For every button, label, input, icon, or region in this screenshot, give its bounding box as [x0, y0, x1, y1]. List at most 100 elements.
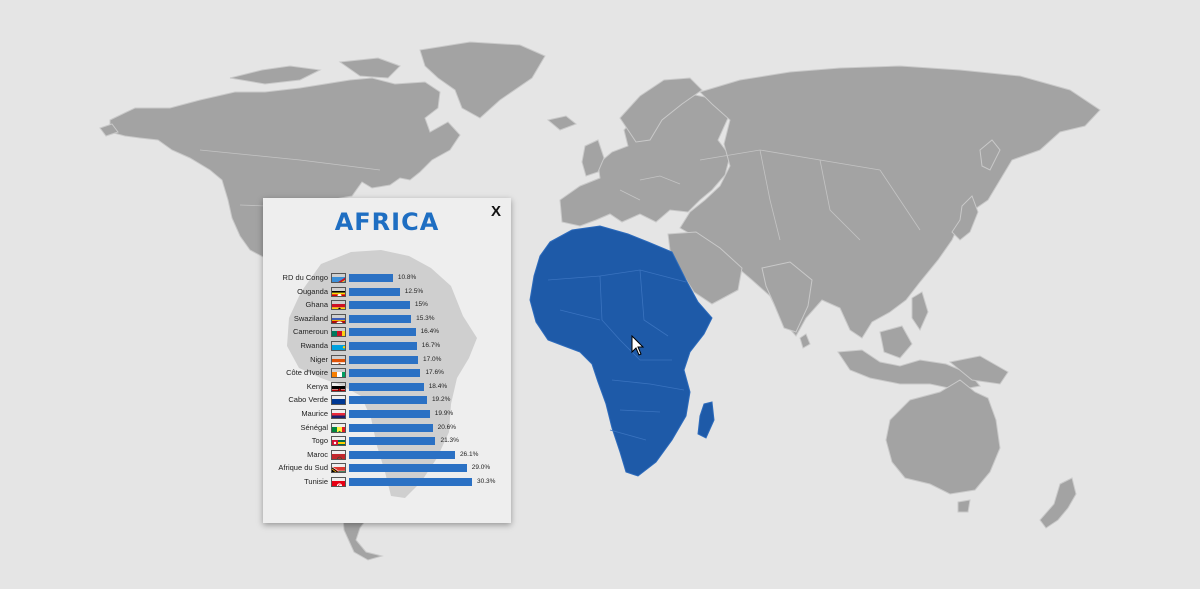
table-row: Ouganda 12.5%: [263, 285, 511, 299]
value-bar: [349, 301, 410, 310]
map-region-asia[interactable]: [679, 65, 1101, 339]
map-region-madagascar: [697, 401, 715, 439]
swaziland-flag-icon: [331, 313, 346, 324]
kenya-flag-icon: [331, 381, 346, 392]
arrow-cursor-icon: [631, 335, 645, 356]
value-label: 19.2%: [431, 396, 451, 404]
map-region-tasmania: [957, 499, 971, 513]
map-region-scandinavia: [619, 77, 703, 143]
map-region-uk: [581, 139, 605, 177]
map-region-greenland: [419, 41, 546, 119]
value-label: 17.6%: [425, 369, 444, 377]
senegal-flag-icon: [331, 422, 346, 433]
value-bar: [349, 355, 418, 364]
value-label: 30.3%: [477, 478, 496, 485]
popup-title: AFRICA: [334, 208, 440, 236]
map-region-baffin: [338, 57, 401, 79]
country-label: Ouganda: [297, 286, 328, 296]
map-region-japan: [951, 195, 979, 241]
country-label: Rwanda: [300, 341, 328, 350]
table-row: Maroc 26.1%: [263, 448, 511, 462]
tunisia-flag-icon: [331, 477, 346, 487]
value-label: 15%: [414, 301, 428, 309]
value-label: 12.5%: [404, 287, 424, 295]
table-row: Cameroun 16.4%: [263, 325, 511, 339]
value-bar: [349, 314, 412, 323]
country-label: Sénégal: [300, 422, 328, 432]
map-region-australia[interactable]: [885, 379, 1001, 495]
drc-flag-icon: [331, 273, 346, 283]
map-region-alaska-islands: [99, 123, 119, 137]
map-region-philippines: [911, 291, 929, 332]
map-region-africa[interactable]: [529, 225, 713, 477]
value-label: 10.8%: [397, 274, 417, 281]
value-label: 21.3%: [440, 437, 459, 445]
value-label: 19.9%: [434, 410, 454, 417]
country-label: Côte d'Ivoire: [286, 368, 328, 378]
ghana-flag-icon: [331, 300, 346, 311]
value-label: 20.6%: [437, 423, 457, 431]
table-row: Maurice 19.9%: [263, 407, 511, 421]
table-row: Swaziland 15.3%: [263, 312, 511, 326]
value-bar: [349, 328, 416, 337]
value-label: 16.4%: [420, 328, 439, 336]
map-region-arctic-islands: [229, 65, 322, 85]
value-bar: [349, 478, 472, 486]
value-bar: [349, 423, 433, 432]
country-label: Maurice: [301, 409, 328, 418]
value-label: 16.7%: [421, 342, 441, 349]
africa-popup: AFRICA X RD du Congo 10.8% Ouganda 12.5% Gha…: [263, 198, 511, 523]
map-region-iceland: [546, 115, 577, 131]
country-label: Niger: [310, 354, 328, 364]
table-row: Tunisie 30.3%: [263, 475, 511, 489]
country-label: Togo: [311, 436, 328, 446]
map-region-north-america[interactable]: [109, 77, 461, 259]
value-bar: [349, 464, 467, 473]
niger-flag-icon: [331, 354, 346, 365]
map-region-sri-lanka: [799, 333, 811, 349]
map-region-new-zealand: [1039, 477, 1077, 529]
table-row: Rwanda 16.7%: [263, 339, 511, 353]
country-label: Swaziland: [293, 313, 328, 323]
table-row: Niger 17.0%: [263, 353, 511, 367]
togo-flag-icon: [331, 436, 346, 447]
value-label: 18.4%: [428, 382, 448, 390]
country-label: RD du Congo: [282, 273, 328, 282]
table-row: Sénégal 20.6%: [263, 421, 511, 435]
value-bar: [349, 450, 455, 459]
cameroon-flag-icon: [331, 327, 346, 338]
value-bar: [349, 369, 421, 378]
map-region-new-guinea: [948, 355, 1009, 385]
table-row: Kenya 18.4%: [263, 380, 511, 394]
value-bar: [349, 287, 400, 296]
value-bar: [349, 410, 430, 418]
table-row: Afrique du Sud 29.0%: [263, 461, 511, 475]
rwanda-flag-icon: [331, 341, 346, 351]
value-bar: [349, 274, 393, 282]
table-row: Togo 21.3%: [263, 434, 511, 448]
value-bar: [349, 342, 417, 350]
map-region-borneo: [879, 325, 913, 359]
close-button[interactable]: X: [490, 203, 501, 220]
table-row: Côte d'Ivoire 17.6%: [263, 366, 511, 380]
value-label: 15.3%: [416, 314, 435, 322]
country-label: Afrique du Sud: [278, 463, 328, 473]
map-region-india: [761, 261, 813, 333]
value-label: 26.1%: [459, 450, 479, 458]
uganda-flag-icon: [331, 286, 346, 297]
cabo-verde-flag-icon: [331, 395, 346, 406]
value-bar: [349, 382, 424, 391]
south-africa-flag-icon: [331, 463, 346, 474]
country-label: Ghana: [305, 300, 328, 310]
table-row: RD du Congo 10.8%: [263, 271, 511, 285]
country-label: Cameroun: [292, 327, 328, 337]
table-row: Ghana 15%: [263, 298, 511, 312]
country-label: Maroc: [307, 449, 328, 459]
map-region-sakhalin: [979, 139, 1001, 171]
table-row: Cabo Verde 19.2%: [263, 393, 511, 407]
country-label: Cabo Verde: [288, 395, 328, 405]
value-bar: [349, 437, 436, 446]
value-label: 29.0%: [471, 464, 491, 472]
mauritius-flag-icon: [331, 409, 346, 419]
